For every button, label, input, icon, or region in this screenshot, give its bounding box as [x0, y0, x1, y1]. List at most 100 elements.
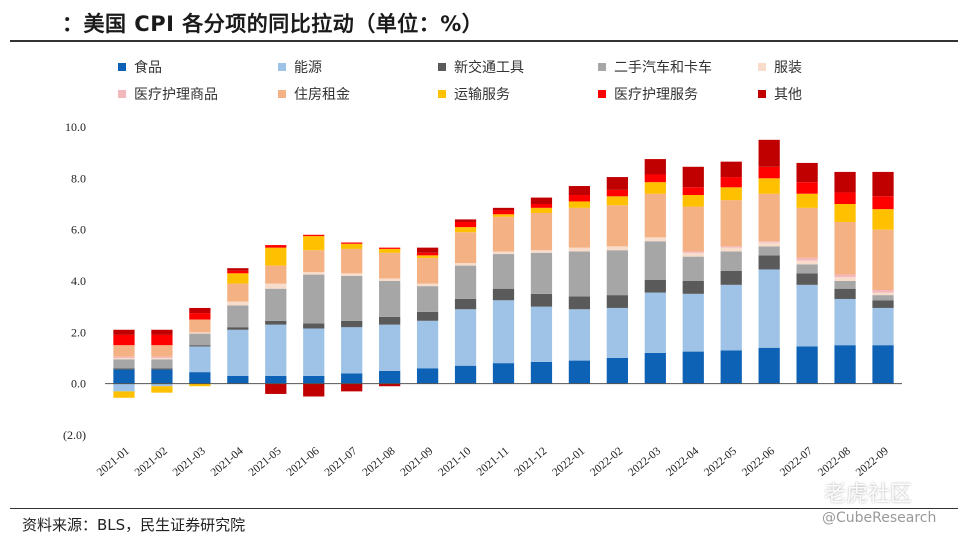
bar-segment	[341, 248, 363, 274]
legend-swatch	[598, 63, 606, 71]
bar-segment	[189, 332, 211, 334]
bar-segment	[834, 171, 856, 193]
bar-segment	[151, 358, 173, 360]
bar-segment	[530, 293, 553, 307]
legend-item: 新交通工具	[438, 58, 598, 76]
y-tick-label: 0.0	[71, 377, 86, 391]
bar-segment	[530, 197, 553, 204]
x-tick-label: 2021-04	[209, 445, 246, 479]
bar-segment	[834, 221, 856, 275]
bar-segment	[492, 300, 515, 364]
bar-segment	[341, 383, 363, 392]
bar-segment	[341, 320, 363, 328]
bar-segment	[189, 319, 211, 333]
bar-segment	[682, 256, 704, 281]
bar-segment	[872, 289, 894, 293]
bar-segment	[227, 270, 249, 274]
bar-segment	[796, 207, 818, 258]
footer-divider	[10, 508, 958, 509]
bar-segment	[113, 358, 135, 360]
bar-segment	[644, 352, 666, 384]
legend-label: 能源	[294, 60, 322, 76]
bar-segment	[606, 196, 628, 206]
bar-segment	[682, 252, 704, 257]
bar-segment	[416, 257, 439, 284]
bar-segment	[303, 236, 325, 251]
bar-segment	[682, 281, 704, 294]
bar-segment	[872, 345, 894, 384]
bar-segment	[796, 260, 818, 265]
bar-segment	[113, 334, 135, 346]
bar-segment	[834, 345, 856, 384]
bar-segment	[568, 207, 591, 248]
bar-segment	[227, 329, 249, 376]
bar-segment	[454, 265, 477, 299]
bar-segment	[454, 298, 477, 310]
bar-segment	[720, 350, 742, 384]
bar-segment	[644, 292, 666, 353]
legend-swatch	[758, 63, 766, 71]
bar-segment	[530, 204, 553, 208]
bar-segment	[796, 162, 818, 183]
bar-segment	[113, 356, 135, 358]
bar-segment	[758, 241, 780, 243]
bar-segment	[189, 307, 211, 314]
legend-label: 住房租金	[294, 87, 350, 103]
bar-segment	[416, 286, 439, 312]
bar-segment	[151, 386, 173, 393]
bar-segment	[189, 333, 211, 346]
bar-segment	[151, 368, 173, 370]
bar-segment	[720, 177, 742, 188]
bar-segment	[303, 234, 325, 237]
bar-segment	[189, 372, 211, 384]
bar-segment	[454, 263, 477, 266]
bar-segment	[379, 281, 401, 317]
y-tick-label: 2.0	[71, 325, 86, 339]
bar-segment	[341, 242, 363, 244]
bar-segment	[113, 391, 135, 398]
bar-segment	[530, 252, 553, 294]
x-tick-label: 2021-11	[475, 445, 512, 479]
y-tick-label: (2.0)	[63, 428, 86, 442]
bar-segment	[416, 368, 439, 384]
x-tick-label: 2021-09	[398, 445, 435, 479]
watermark-text: 老虎社区	[824, 482, 913, 507]
source-note: 资料来源：BLS，民生证券研究院	[22, 516, 246, 534]
bar-segment	[227, 268, 249, 271]
title-divider	[10, 40, 958, 42]
bar-segment	[227, 375, 249, 384]
bar-segment	[265, 288, 287, 321]
bar-segment	[720, 200, 742, 247]
chart-title: ：美国 CPI 各分项的同比拉动（单位：%）	[62, 12, 484, 36]
x-tick-label: 2022-09	[854, 445, 891, 479]
bar-segment	[796, 264, 818, 274]
bar-segment	[454, 219, 477, 222]
bar-segment	[796, 284, 818, 347]
bar-segment	[113, 368, 135, 370]
bar-segment	[379, 383, 401, 387]
bar-segment	[454, 365, 477, 384]
bar-segment	[379, 370, 401, 384]
bar-segment	[872, 229, 894, 290]
bar-segment	[758, 347, 780, 384]
bar-segment	[834, 204, 856, 222]
bar-segment	[834, 281, 856, 289]
y-tick-label: 6.0	[71, 223, 86, 237]
x-tick-label: 2021-10	[436, 445, 473, 479]
bar-segment	[682, 293, 704, 352]
bar-segment	[682, 206, 704, 252]
bar-segment	[758, 178, 780, 194]
bar-segment	[492, 216, 515, 252]
bar-segment	[644, 174, 666, 183]
bar-segment	[568, 360, 591, 384]
bar-segment	[379, 278, 401, 281]
bar-segment	[682, 351, 704, 384]
bar-segment	[644, 279, 666, 293]
bar-segment	[644, 193, 666, 238]
bar-segment	[151, 334, 173, 346]
bar-segment	[379, 316, 401, 325]
bar-segment	[265, 320, 287, 325]
bar-segment	[341, 243, 363, 249]
x-tick-label: 2022-07	[778, 445, 815, 479]
